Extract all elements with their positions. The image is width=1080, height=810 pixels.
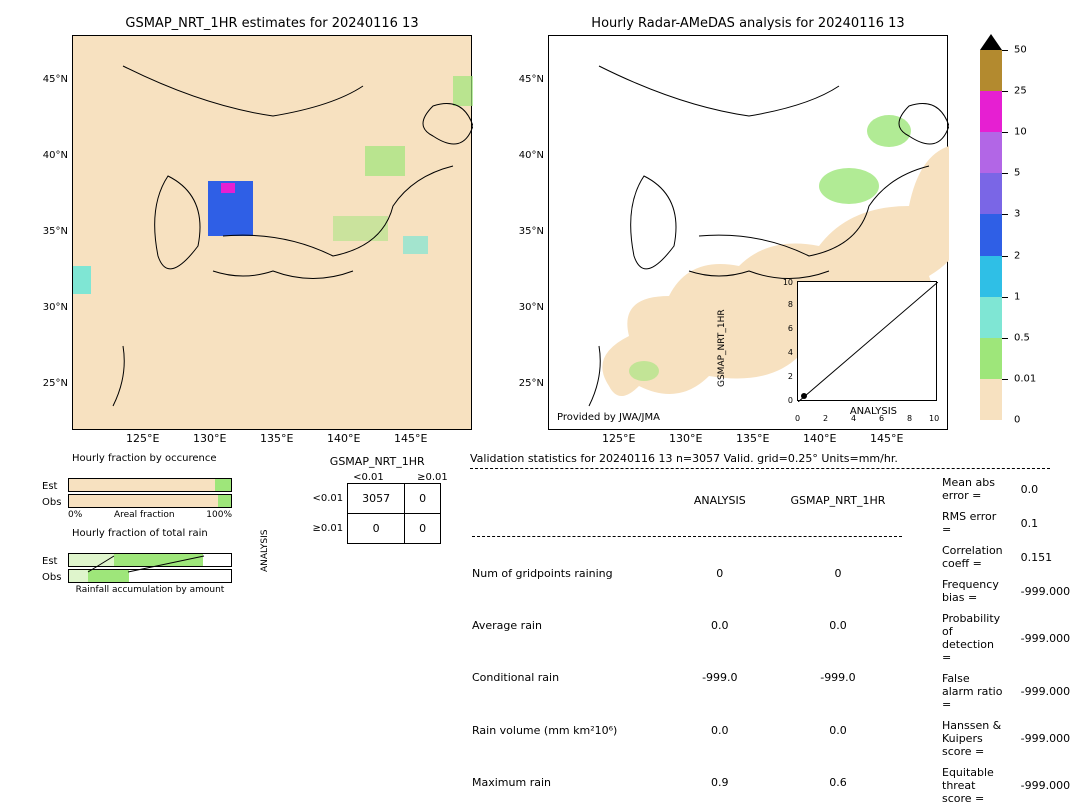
- colorbar-segment: [980, 50, 1002, 91]
- colorbar-tick-label: 50: [1014, 45, 1027, 56]
- occurrence-row-label: Est: [42, 481, 68, 492]
- occurrence-block: Hourly fraction by occurence Est Obs 0% …: [42, 453, 232, 520]
- radar-map: Hourly Radar-AMeDAS analysis for 2024011…: [548, 35, 948, 430]
- occurrence-title: Hourly fraction by occurence: [72, 453, 262, 464]
- inset-scatter: [797, 281, 937, 401]
- validation-title: Validation statistics for 20240116 13 n=…: [470, 452, 1070, 465]
- colorbar-segment: [980, 256, 1002, 297]
- validation-block: Validation statistics for 20240116 13 n=…: [470, 452, 1070, 810]
- colorbar-segment: [980, 173, 1002, 214]
- occurrence-bar-obs: [68, 494, 232, 508]
- validation-table: ANALYSIS GSMAP_NRT_1HR Num of gridpoints…: [470, 473, 920, 810]
- validation-metrics: Mean abs error = 0.0 RMS error = 0.1 Cor…: [940, 471, 1080, 810]
- colorbar-tick-label: 1: [1014, 291, 1020, 302]
- colorbar-segment: [980, 132, 1002, 173]
- totalrain-connector-icon: [68, 542, 232, 574]
- gsmap-svg: [73, 36, 473, 431]
- inset-xlabel: ANALYSIS: [850, 406, 897, 417]
- colorbar-over-icon: [980, 34, 1002, 50]
- colorbar-tick-label: 5: [1014, 168, 1020, 179]
- colorbar-tick-label: 0.01: [1014, 373, 1036, 384]
- radar-title: Hourly Radar-AMeDAS analysis for 2024011…: [549, 16, 947, 31]
- colorbar-tick-label: 25: [1014, 86, 1027, 97]
- gsmap-title: GSMAP_NRT_1HR estimates for 20240116 13: [73, 16, 471, 31]
- colorbar-under-icon: [980, 420, 1002, 436]
- totalrain-block: Hourly fraction of total rain Est Obs Ra…: [42, 528, 232, 595]
- colorbar-tick-label: 3: [1014, 209, 1020, 220]
- colorbar-tick-label: 0: [1014, 415, 1020, 426]
- colorbar: 50251053210.50.010: [980, 50, 1002, 420]
- contingency-block: GSMAP_NRT_1HR ANALYSIS <0.01 ≥0.01 <0.01…: [260, 455, 464, 544]
- colorbar-segment: [980, 91, 1002, 132]
- gsmap-map: GSMAP_NRT_1HR estimates for 20240116 13: [72, 35, 472, 430]
- colorbar-tick-label: 0.5: [1014, 332, 1030, 343]
- colorbar-segment: [980, 379, 1002, 420]
- colorbar-segment: [980, 338, 1002, 379]
- colorbar-segment: [980, 297, 1002, 338]
- occurrence-row-label: Obs: [42, 497, 68, 508]
- colorbar-tick-label: 2: [1014, 250, 1020, 261]
- gsmap-bg: [73, 36, 471, 429]
- totalrain-title: Hourly fraction of total rain: [72, 528, 262, 539]
- radar-provider: Provided by JWA/JMA: [557, 412, 660, 423]
- occurrence-bar-est: [68, 478, 232, 492]
- colorbar-tick-label: 10: [1014, 127, 1027, 138]
- inset-ylabel: GSMAP_NRT_1HR: [717, 309, 727, 387]
- colorbar-segment: [980, 214, 1002, 255]
